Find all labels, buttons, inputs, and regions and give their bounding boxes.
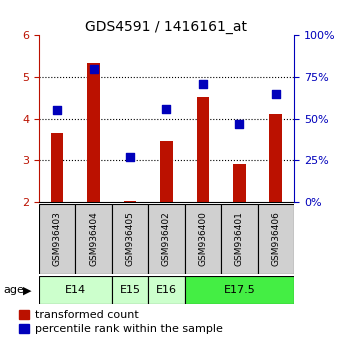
Text: GSM936401: GSM936401	[235, 211, 244, 267]
Text: age: age	[3, 285, 24, 295]
Point	[127, 154, 133, 160]
Text: ▶: ▶	[23, 285, 31, 295]
Text: GSM936403: GSM936403	[53, 211, 62, 267]
Legend: transformed count, percentile rank within the sample: transformed count, percentile rank withi…	[19, 310, 222, 334]
Point	[164, 106, 169, 112]
Bar	[112, 204, 148, 274]
Bar	[148, 204, 185, 274]
Point	[54, 107, 60, 113]
Bar	[233, 164, 246, 202]
Text: GSM936400: GSM936400	[198, 211, 208, 267]
Bar	[39, 276, 112, 304]
Title: GDS4591 / 1416161_at: GDS4591 / 1416161_at	[86, 21, 247, 34]
Text: E15: E15	[120, 285, 141, 295]
Point	[91, 66, 96, 72]
Bar	[39, 204, 75, 274]
Bar	[269, 114, 282, 202]
Bar	[51, 133, 64, 202]
Text: E14: E14	[65, 285, 86, 295]
Text: E16: E16	[156, 285, 177, 295]
Bar	[196, 97, 209, 202]
Point	[200, 81, 206, 86]
Bar	[148, 276, 185, 304]
Bar	[258, 204, 294, 274]
Text: GSM936405: GSM936405	[125, 211, 135, 267]
Point	[273, 91, 279, 96]
Text: E17.5: E17.5	[223, 285, 255, 295]
Bar	[87, 63, 100, 202]
Point	[237, 121, 242, 126]
Bar	[124, 201, 137, 202]
Bar	[75, 204, 112, 274]
Bar	[112, 276, 148, 304]
Bar	[185, 204, 221, 274]
Bar	[160, 141, 173, 202]
Bar	[221, 204, 258, 274]
Text: GSM936402: GSM936402	[162, 212, 171, 266]
Bar	[185, 276, 294, 304]
Text: GSM936404: GSM936404	[89, 212, 98, 266]
Text: GSM936406: GSM936406	[271, 211, 280, 267]
